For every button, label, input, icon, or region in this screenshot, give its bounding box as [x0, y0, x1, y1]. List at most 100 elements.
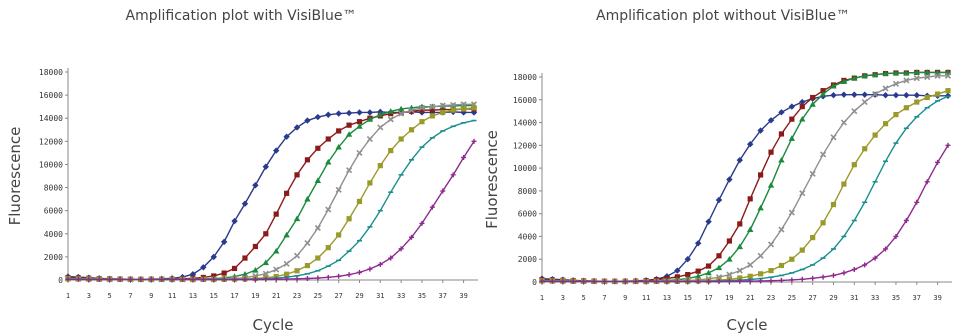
data-point: [252, 182, 259, 189]
data-point: [736, 267, 743, 274]
data-point: [450, 101, 457, 108]
data-point: [716, 279, 722, 285]
y-tick-label: 12000: [513, 141, 537, 150]
x-tick-label: 15: [684, 294, 692, 302]
series-6: [65, 119, 477, 281]
data-point: [913, 75, 920, 82]
data-point: [408, 127, 415, 133]
data-point: [789, 256, 795, 262]
data-point: [294, 172, 300, 178]
data-point: [273, 147, 280, 154]
data-point: [872, 91, 879, 98]
data-point: [674, 279, 680, 285]
y-axis-title: Fluorescence: [6, 127, 24, 226]
data-point: [934, 91, 941, 97]
data-point: [830, 92, 837, 99]
x-tick-label: 17: [704, 294, 712, 302]
y-tick-label: 18000: [39, 68, 63, 77]
data-point: [810, 275, 816, 281]
series-3: [538, 69, 952, 284]
data-point: [356, 119, 363, 125]
x-tick-label: 15: [210, 292, 218, 300]
x-tick-label: 7: [128, 292, 132, 300]
data-point: [840, 91, 848, 98]
x-tick-label: 31: [850, 294, 858, 302]
data-point: [715, 196, 723, 204]
data-point: [768, 278, 774, 284]
x-tick-label: 37: [913, 294, 921, 302]
data-point: [643, 279, 649, 285]
data-point: [892, 80, 900, 87]
data-point: [440, 188, 446, 194]
data-point: [622, 279, 628, 285]
data-point: [232, 277, 238, 283]
x-tick-label: 3: [561, 294, 565, 302]
data-point: [367, 266, 373, 272]
data-point: [893, 111, 899, 118]
data-point: [325, 206, 332, 213]
data-point: [169, 277, 175, 283]
data-point: [695, 279, 701, 285]
x-tick-label: 17: [230, 292, 238, 300]
data-point: [346, 216, 352, 222]
data-point: [903, 105, 909, 111]
x-tick-label: 9: [623, 294, 627, 302]
data-point: [601, 279, 607, 285]
data-point: [366, 135, 373, 143]
data-point: [440, 106, 446, 113]
data-point: [736, 243, 743, 250]
series-4: [64, 101, 478, 283]
series-line: [67, 140, 475, 281]
data-point: [221, 277, 227, 283]
series-2: [65, 106, 477, 282]
data-point: [841, 181, 847, 187]
data-point: [293, 124, 301, 131]
x-tick-label: 11: [168, 292, 176, 300]
data-point: [211, 277, 217, 283]
data-point: [345, 109, 353, 117]
series-6: [539, 95, 951, 283]
y-tick-label: 2000: [44, 253, 63, 262]
data-point: [429, 107, 435, 113]
y-tick-label: 14000: [39, 114, 63, 123]
data-point: [148, 277, 154, 283]
data-point: [325, 158, 332, 165]
data-point: [633, 279, 639, 285]
x-tick-label: 35: [892, 294, 900, 302]
x-tick-label: 33: [397, 292, 405, 300]
data-point: [944, 72, 952, 79]
data-point: [924, 73, 931, 81]
data-point: [460, 106, 467, 112]
data-point: [789, 277, 795, 283]
data-point: [284, 190, 290, 196]
data-point: [654, 279, 660, 285]
data-point: [294, 276, 300, 282]
data-point: [397, 105, 405, 112]
x-tick-label: 29: [355, 292, 363, 300]
data-point: [871, 71, 879, 78]
x-tick-label: 35: [418, 292, 426, 300]
data-point: [830, 82, 837, 89]
data-point: [789, 116, 795, 122]
data-point: [767, 241, 775, 248]
data-point: [304, 157, 311, 163]
data-point: [945, 142, 951, 148]
data-point: [767, 181, 775, 188]
data-point: [788, 135, 796, 141]
data-point: [612, 279, 618, 285]
data-point: [388, 147, 394, 154]
chart-panel-with-visiblue: Amplification plot with VisiBlue™ 0 2000 4…: [6, 8, 478, 334]
data-point: [882, 92, 889, 99]
x-tick-label: 25: [314, 292, 322, 300]
data-point: [892, 69, 900, 76]
data-point: [65, 276, 71, 282]
y-tick-label: 10000: [39, 160, 63, 169]
data-point: [335, 110, 342, 117]
data-point: [335, 143, 342, 150]
data-point: [695, 268, 701, 274]
y-tick-label: 0: [532, 278, 537, 287]
data-point: [726, 176, 733, 183]
y-tick-label: 16000: [39, 91, 63, 100]
data-point: [715, 264, 723, 271]
series-2: [539, 69, 951, 284]
